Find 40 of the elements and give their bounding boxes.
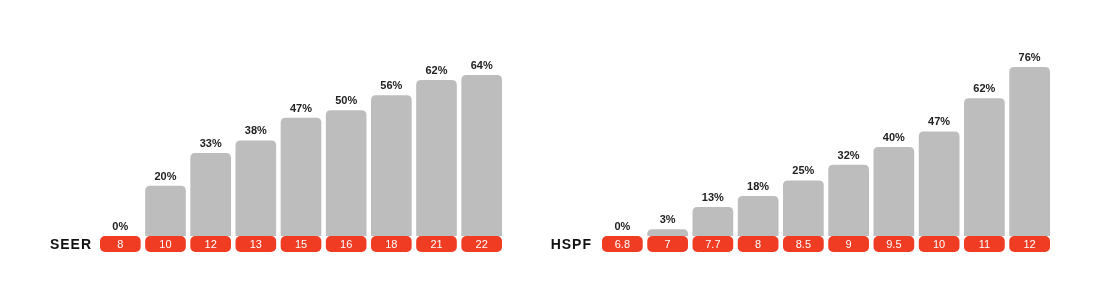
x-tick-label: 7.7: [705, 238, 721, 250]
data-label: 47%: [928, 115, 951, 128]
x-tick-label: 6.8: [614, 238, 631, 250]
x-tick-label: 8.5: [795, 238, 812, 250]
data-label: 20%: [154, 169, 177, 182]
x-tick-label: 13: [249, 238, 262, 250]
data-label: 62%: [973, 82, 996, 95]
x-tick-label: 12: [204, 238, 217, 250]
x-tick-label: 7: [664, 238, 671, 250]
data-label: 56%: [380, 79, 403, 92]
data-label: 64%: [470, 59, 493, 71]
x-tick-label: 8: [755, 238, 762, 250]
data-label: 32%: [837, 148, 860, 161]
data-label: 3%: [659, 213, 676, 226]
x-tick-label: 22: [475, 238, 488, 250]
x-tick-label: 9.5: [886, 238, 902, 250]
data-label: 33%: [199, 136, 222, 149]
x-tick-label: 21: [430, 238, 443, 250]
data-label: 25%: [792, 164, 815, 177]
x-tick-label: 12: [1023, 238, 1036, 250]
x-tick-label: 9: [845, 238, 852, 250]
x-tick-label: 10: [933, 238, 946, 250]
x-axis-title: SEER: [49, 236, 92, 252]
data-label: 62%: [425, 64, 448, 77]
x-tick-label: 15: [294, 238, 308, 250]
x-tick-label: 8: [117, 238, 124, 250]
data-label: 38%: [244, 124, 268, 137]
data-label: 0%: [614, 220, 631, 232]
data-label: 76%: [1018, 51, 1041, 63]
x-tick-label: 16: [340, 238, 353, 250]
x-tick-label: 11: [978, 238, 991, 250]
x-tick-label: 18: [385, 238, 398, 250]
x-tick-label: 10: [159, 238, 172, 250]
data-label: 18%: [747, 179, 770, 192]
data-label: 50%: [335, 94, 358, 107]
data-label: 40%: [882, 131, 906, 144]
data-label: 13%: [701, 191, 725, 204]
data-label: 0%: [112, 220, 129, 232]
x-axis-title: HSPF: [550, 236, 592, 252]
data-label: 47%: [289, 101, 313, 114]
